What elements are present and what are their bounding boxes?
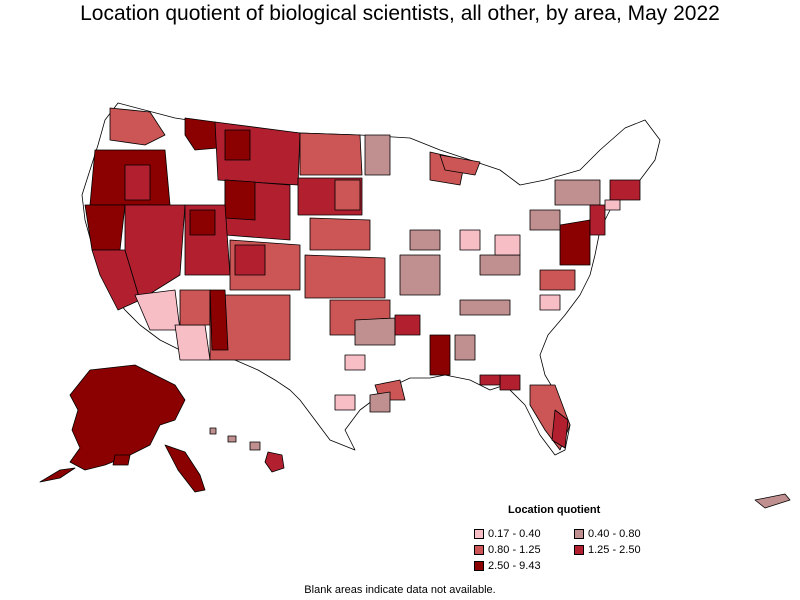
legend-title: Location quotient [508, 504, 601, 516]
region-wyoming-west [224, 179, 256, 221]
region-maryland-dc [559, 219, 591, 266]
legend-label-5: 2.50 - 9.43 [488, 560, 541, 572]
region-alaska-aleutians [39, 467, 76, 483]
region-colorado-west [234, 244, 266, 276]
region-ohio [494, 234, 521, 256]
region-iowa-east [409, 229, 441, 251]
region-alaska-southeast [164, 444, 206, 493]
region-michigan-up [439, 154, 481, 176]
region-washington-east [184, 117, 219, 151]
legend-label-2: 0.40 - 0.80 [588, 528, 641, 540]
legend-item-3: 0.80 - 1.25 [474, 544, 541, 556]
region-minnesota-north [364, 134, 391, 176]
region-new-mexico [209, 294, 291, 361]
region-hawaii-oahu [227, 435, 237, 443]
region-alaska [69, 364, 186, 471]
region-north-dakota [299, 132, 363, 176]
legend-label-4: 1.25 - 2.50 [588, 544, 641, 556]
legend-item-4: 1.25 - 2.50 [574, 544, 641, 556]
footnote: Blank areas indicate data not available. [304, 584, 496, 596]
region-hawaii-big-island [264, 451, 285, 473]
legend-item-5: 2.50 - 9.43 [474, 560, 541, 572]
legend-swatch-4 [574, 545, 584, 555]
region-hawaii-kauai [209, 427, 217, 435]
legend-swatch-5 [474, 561, 484, 571]
legend-label-1: 0.17 - 0.40 [488, 528, 541, 540]
region-missouri [399, 254, 441, 296]
region-kansas [304, 254, 386, 299]
map-title: Location quotient of biological scientis… [80, 2, 720, 25]
region-california-coast [91, 249, 141, 311]
region-hawaii-maui [249, 441, 261, 451]
region-indiana [459, 229, 481, 251]
legend-swatch-3 [474, 545, 484, 555]
region-arizona-central [179, 289, 211, 326]
region-georgia-coast [499, 374, 521, 391]
legend-swatch-2 [574, 529, 584, 539]
region-nebraska [309, 217, 371, 251]
region-kentucky [479, 254, 521, 276]
region-texas-central [334, 394, 356, 411]
region-sd-central [334, 179, 361, 211]
region-montana-north [224, 129, 251, 161]
region-massachusetts [609, 179, 641, 201]
legend-swatch-1 [474, 529, 484, 539]
region-puerto-rico [754, 493, 791, 509]
region-north-california [84, 204, 126, 251]
region-nevada [124, 204, 186, 301]
region-gulf-coast [479, 374, 501, 386]
region-washington-west [109, 107, 166, 146]
region-alabama [454, 334, 476, 361]
region-arizona-south [174, 324, 211, 361]
region-new-jersey [589, 204, 606, 236]
region-arkansas [394, 314, 421, 336]
region-alaska-south-island [112, 454, 131, 466]
region-florida-south [551, 409, 569, 449]
region-new-mexico-north [209, 289, 229, 351]
legend-item-1: 0.17 - 0.40 [474, 528, 541, 540]
region-new-york [554, 179, 601, 206]
legend-item-2: 0.40 - 0.80 [574, 528, 641, 540]
region-texas-coast [369, 391, 391, 413]
region-connecticut [604, 199, 621, 211]
region-tennessee [459, 299, 511, 316]
region-texas-north [344, 354, 366, 371]
region-oregon-central [124, 164, 151, 201]
region-oklahoma-east [354, 317, 396, 346]
region-pennsylvania [529, 209, 561, 231]
region-north-carolina [539, 294, 561, 311]
legend-label-3: 0.80 - 1.25 [488, 544, 541, 556]
region-virginia [539, 269, 576, 291]
region-utah-north [189, 209, 216, 236]
region-mississippi [429, 334, 451, 376]
